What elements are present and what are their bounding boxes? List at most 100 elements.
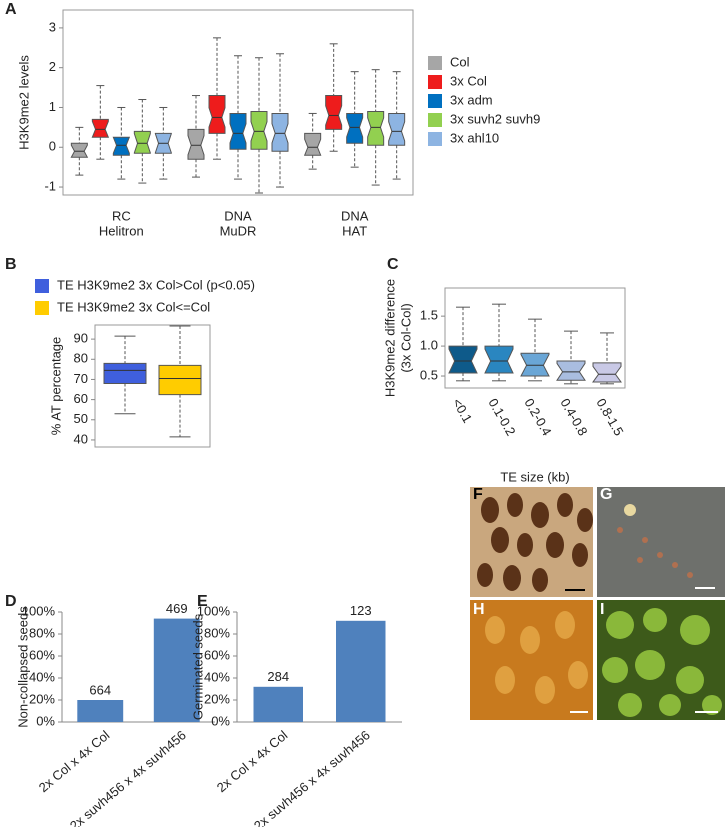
x-tick-label: 2x Col x 4x Col (36, 727, 113, 795)
box (112, 136, 131, 156)
y-tick-label: 100% (22, 603, 56, 618)
box (91, 118, 110, 138)
bar (153, 618, 200, 722)
bar-count: 469 (166, 601, 188, 616)
y-tick-label: 90 (74, 331, 88, 346)
y-tick-label: 60% (29, 647, 55, 662)
y-axis-label: % AT percentage (48, 337, 63, 436)
legend-swatch (35, 279, 49, 293)
box (592, 362, 622, 383)
x-tick-label: 0.2-0.4 (521, 396, 554, 439)
x-tick-label: MuDR (220, 223, 257, 238)
y-tick-label: 40% (29, 669, 55, 684)
box (556, 360, 586, 381)
y-tick-label: 3 (49, 19, 56, 34)
box (158, 364, 202, 396)
y-tick-label: 50 (74, 411, 88, 426)
y-axis-label: H3K9me2 difference (382, 279, 397, 397)
legend-label: TE H3K9me2 3x Col>Col (p<0.05) (57, 277, 255, 292)
legend-label: 3x suvh2 suvh9 (450, 111, 540, 126)
bar (336, 620, 386, 722)
box (187, 128, 205, 160)
legend-label: Col (450, 54, 470, 69)
bar (77, 700, 124, 722)
legend-swatch (428, 56, 442, 70)
x-tick-label: DNA (341, 208, 369, 223)
photo-g (597, 487, 725, 597)
legend-swatch (428, 132, 442, 146)
y-tick-label: 60% (204, 647, 230, 662)
y-tick-label: 1 (49, 99, 56, 114)
legend-label: 3x ahl10 (450, 130, 499, 145)
plot-frame (444, 287, 626, 389)
panel-label: D (5, 593, 17, 610)
panel-label: B (5, 256, 17, 273)
box (133, 130, 151, 154)
bar (253, 686, 303, 722)
box (367, 110, 385, 146)
y-tick-label: 20% (204, 691, 230, 706)
photo-h (470, 600, 593, 720)
seeds-f (477, 493, 593, 592)
panel-label: C (387, 256, 399, 273)
legend-swatch (35, 301, 49, 315)
box (271, 112, 289, 152)
y-tick-label: 20% (29, 691, 55, 706)
seeds-g (617, 504, 693, 578)
plot-frame (62, 9, 414, 196)
y-tick-label: 80 (74, 351, 88, 366)
legend-label: 3x adm (450, 92, 493, 107)
legend-swatch (428, 75, 442, 89)
box (229, 112, 247, 150)
bar-count: 664 (89, 682, 111, 697)
panel-label: E (197, 593, 208, 610)
box (346, 112, 364, 144)
y-tick-label: 40 (74, 431, 88, 446)
y-tick-label: 80% (29, 625, 55, 640)
y-tick-label: 2 (49, 59, 56, 74)
box (325, 95, 343, 130)
panel-label: F (473, 486, 483, 503)
box (520, 352, 550, 377)
seedlings-i (602, 608, 722, 717)
x-tick-label: RC (112, 208, 131, 223)
y-tick-label: 1.5 (420, 308, 438, 323)
panel-label: I (600, 601, 604, 618)
box (250, 110, 268, 150)
panel-label: H (473, 601, 485, 618)
legend-label: 3x Col (450, 73, 487, 88)
y-axis-label: H3K9me2 levels (16, 55, 31, 150)
seeds-h (485, 611, 588, 704)
y-tick-label: 40% (204, 669, 230, 684)
legend-swatch (428, 94, 442, 108)
y-axis-label: Non-collapsed seeds (15, 606, 30, 728)
bar-count: 123 (350, 603, 372, 618)
y-tick-label: 0 (49, 139, 56, 154)
y-tick-label: 0.5 (420, 367, 438, 382)
x-tick-label: HAT (342, 223, 367, 238)
x-tick-label: 0.8-1.5 (593, 396, 626, 439)
box (303, 132, 322, 156)
y-tick-label: 60 (74, 391, 88, 406)
legend-label: TE H3K9me2 3x Col<=Col (57, 299, 210, 314)
box (484, 345, 514, 374)
y-axis-label: (3x Col-Col) (398, 303, 413, 372)
y-axis-label: Germinated seeds (190, 613, 205, 720)
legend-swatch (428, 113, 442, 127)
x-tick-label: 2x Col x 4x Col (214, 727, 291, 795)
plot-frame (94, 324, 211, 448)
x-tick-label: DNA (224, 208, 252, 223)
panel-label: G (600, 486, 612, 503)
box (103, 362, 147, 384)
y-tick-label: 0% (211, 713, 230, 728)
panel-label: A (5, 1, 17, 18)
x-tick-label: Helitron (99, 223, 144, 238)
x-tick-label: <0.1 (449, 396, 475, 426)
y-tick-label: 1.0 (420, 338, 438, 353)
box (208, 95, 226, 134)
x-tick-label: 0.1-0.2 (485, 396, 518, 439)
y-tick-label: -1 (44, 178, 56, 193)
bar-count: 284 (267, 669, 289, 684)
y-tick-label: 100% (197, 603, 231, 618)
